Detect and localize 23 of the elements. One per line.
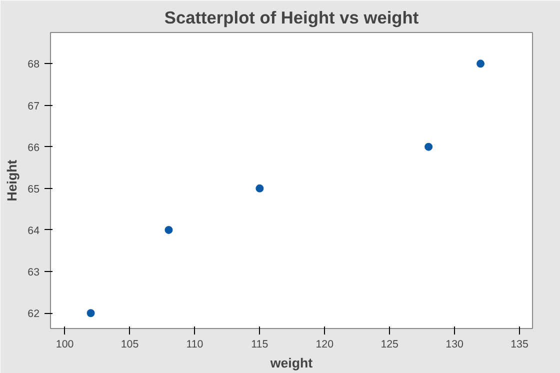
point	[256, 184, 264, 192]
point	[424, 142, 433, 151]
y-tick-label: 67	[28, 100, 40, 112]
x-tick-label: 120	[316, 338, 334, 350]
x-tick-label: 135	[510, 338, 528, 350]
x-tick-label: 125	[380, 338, 399, 350]
y-axis-title: Height	[4, 159, 20, 202]
point	[86, 309, 95, 318]
x-tick-label: 115	[251, 338, 268, 350]
point	[476, 60, 485, 68]
y-tick-label: 68	[28, 58, 40, 71]
y-tick-label: 65	[28, 183, 40, 196]
chart-title: Scatterplot of Height vs weight	[164, 8, 419, 28]
y-tick-label: 64	[28, 224, 40, 237]
x-tick-label: 100	[56, 338, 74, 350]
y-tick-label: 62	[28, 308, 40, 320]
x-tick-label: 130	[446, 338, 464, 350]
y-tick-label: 63	[28, 266, 40, 279]
x-tick-label: 105	[120, 338, 139, 350]
y-tick-label: 66	[28, 142, 40, 154]
x-axis-title: weight	[269, 356, 314, 370]
point	[164, 226, 173, 234]
x-tick-label: 110	[186, 338, 204, 350]
